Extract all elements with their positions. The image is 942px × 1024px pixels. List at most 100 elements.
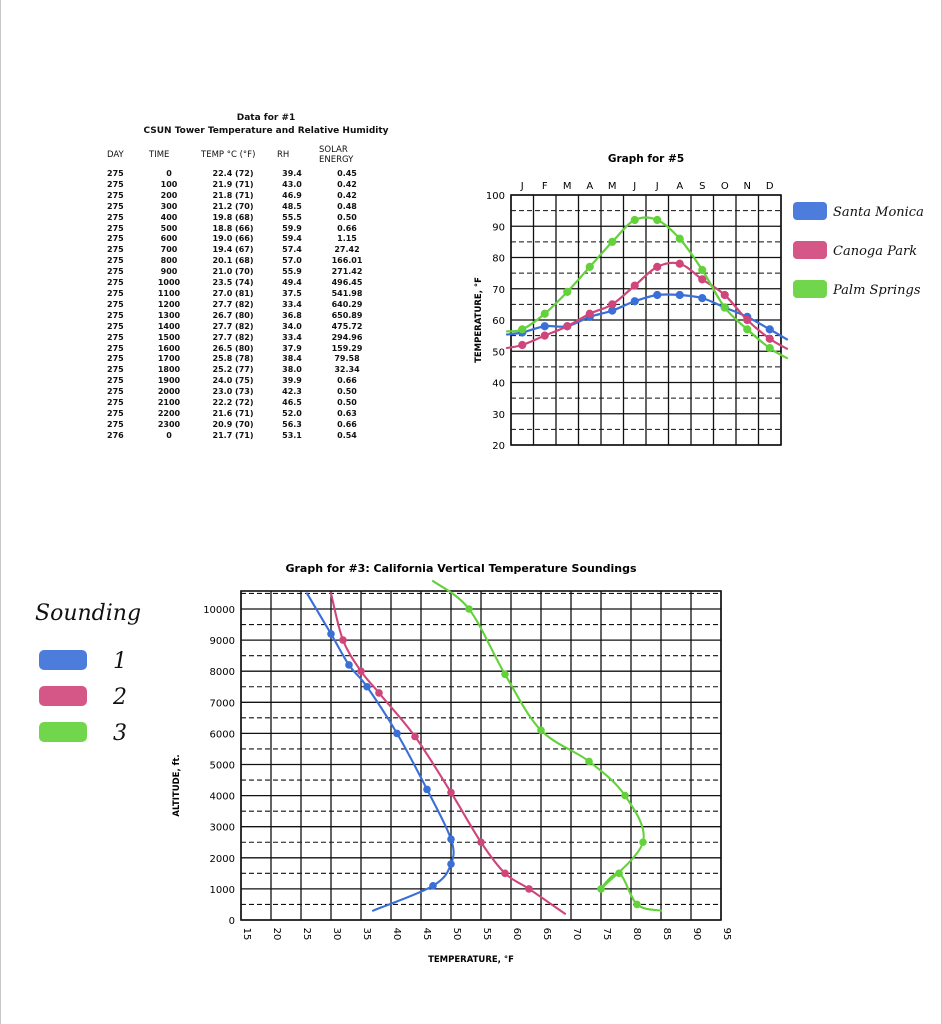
table-row: 275 1100 27.0 (81) 37.5 541.98: [101, 289, 381, 300]
x-tick-label: 90: [691, 928, 702, 941]
data-point: [639, 838, 647, 847]
data-point: [447, 788, 455, 797]
table-row: 275 1200 27.7 (82) 33.4 640.29: [101, 300, 381, 311]
cell-time: 900: [160, 267, 178, 277]
y-tick-label: 1000: [210, 885, 235, 896]
data-point: [585, 309, 594, 318]
cell-rh: 37.9: [282, 343, 302, 353]
cell-temp: 19.4 (67): [212, 245, 254, 255]
data-point: [501, 869, 509, 878]
series-line-3: [505, 216, 789, 360]
legend-title: Sounding: [35, 601, 141, 626]
table-row: 275 1300 26.7 (80) 36.8 650.89: [101, 311, 381, 322]
y-axis-label: ALTITUDE, ft.: [172, 754, 182, 816]
cell-temp: 25.2 (77): [212, 365, 254, 375]
plot-frame: [510, 194, 782, 446]
sounding-line-1: [305, 592, 455, 912]
cell-temp: 22.2 (72): [212, 398, 254, 408]
cell-solar: 32.34: [334, 365, 360, 375]
data-point: [597, 885, 605, 893]
cell-time: 100: [160, 179, 178, 189]
table-row: 275 800 20.1 (68) 57.0 166.01: [101, 256, 381, 267]
cell-time: 600: [160, 234, 178, 244]
header-time: TIME: [149, 150, 170, 160]
y-tick-label: 80: [492, 254, 505, 265]
sounding-line-3: [431, 579, 663, 912]
x-tick-label: N: [744, 181, 751, 192]
cell-time: 1100: [157, 288, 181, 298]
chart-title: Graph for #5: [608, 153, 684, 165]
cell-day: 275: [107, 408, 124, 418]
grid: [510, 194, 782, 446]
y-tick-label: 90: [492, 222, 505, 233]
table-row: 275 2100 22.2 (72) 46.5 0.50: [101, 398, 381, 409]
cell-solar: 650.89: [331, 310, 363, 320]
legend: Sounding 1 2 3: [35, 601, 141, 746]
legend-label: 3: [113, 721, 127, 746]
x-tick-label: 80: [631, 928, 642, 941]
cell-solar: 294.96: [331, 332, 363, 342]
data-point: [608, 300, 617, 309]
table-row: 275 0 22.4 (72) 39.4 0.45: [101, 169, 381, 180]
data-point: [327, 630, 335, 638]
cell-day: 275: [107, 376, 124, 386]
data-point: [540, 331, 549, 340]
cell-rh: 46.9: [282, 190, 302, 200]
cell-time: 1800: [157, 365, 181, 375]
x-tick-label: 60: [511, 928, 522, 941]
cell-temp: 23.5 (74): [212, 278, 254, 288]
data-point: [357, 667, 365, 675]
cell-temp: 21.8 (71): [212, 190, 254, 200]
y-tick-label: 20: [492, 441, 505, 452]
cell-solar: 0.42: [337, 190, 357, 200]
x-tick-label: 75: [601, 928, 612, 941]
data-point: [585, 262, 594, 271]
cell-day: 275: [107, 365, 124, 375]
cell-solar: 496.45: [331, 278, 363, 288]
cell-temp: 21.7 (71): [212, 430, 254, 440]
data-point: [675, 259, 684, 268]
data-point: [630, 297, 639, 306]
data-point: [477, 838, 485, 847]
data-point: [743, 315, 752, 325]
cell-temp: 19.8 (68): [212, 212, 254, 222]
y-tick-label: 2000: [210, 854, 235, 865]
header-rh: RH: [277, 150, 290, 160]
cell-day: 275: [107, 288, 124, 298]
cell-time: 1500: [157, 332, 181, 342]
cell-day: 275: [107, 267, 124, 277]
x-tick-label: J: [655, 181, 659, 192]
x-tick-label: 45: [421, 928, 432, 941]
y-tick-label: 50: [492, 347, 505, 358]
data-point: [447, 860, 455, 868]
table-row: 275 1700 25.8 (78) 38.4 79.58: [101, 354, 381, 365]
cell-day: 275: [107, 321, 124, 331]
cell-time: 2200: [157, 408, 181, 418]
cell-temp: 24.0 (75): [212, 376, 254, 386]
cell-temp: 19.0 (66): [212, 234, 254, 244]
table-row: 275 500 18.8 (66) 59.9 0.66: [101, 224, 381, 235]
cell-rh: 34.0: [282, 321, 302, 331]
data-point: [429, 881, 437, 890]
cell-rh: 38.4: [282, 354, 302, 364]
cell-day: 275: [107, 169, 124, 178]
table-row: 275 2000 23.0 (73) 42.3 0.50: [101, 387, 381, 398]
data-point: [411, 732, 419, 741]
cell-rh: 53.1: [282, 430, 302, 440]
tower-data-table: DAY TIME TEMP °C (°F) RH SOLAR ENERGY 27…: [101, 145, 381, 442]
x-tick-label: 20: [271, 928, 282, 941]
cell-time: 2300: [157, 419, 181, 429]
data-point: [447, 835, 455, 843]
plot-frame: [240, 590, 722, 921]
legend-label: Santa Monica: [833, 205, 924, 220]
cell-time: 800: [160, 256, 178, 266]
cell-rh: 39.9: [282, 376, 302, 386]
y-tick-label: 4000: [210, 792, 235, 803]
cell-rh: 33.4: [282, 332, 302, 342]
table-row: 275 1500 27.7 (82) 33.4 294.96: [101, 333, 381, 344]
table-row: 275 1600 26.5 (80) 37.9 159.29: [101, 344, 381, 355]
data-point: [525, 885, 533, 893]
cell-time: 1300: [157, 310, 181, 320]
x-tick-label: O: [721, 181, 729, 192]
data-point: [537, 726, 545, 735]
